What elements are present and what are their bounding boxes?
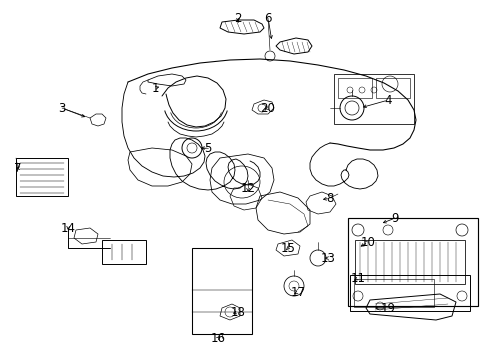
Bar [347,218,477,306]
Text: 12: 12 [240,181,255,194]
Text: 2: 2 [234,12,241,24]
Text: 5: 5 [204,141,211,154]
Text: 14: 14 [61,221,75,234]
Text: 16: 16 [210,332,225,345]
Bar [102,240,146,264]
Text: 15: 15 [280,242,295,255]
Text: 17: 17 [290,285,305,298]
Bar [16,158,68,196]
Text: 13: 13 [320,252,335,265]
Bar [353,279,433,307]
Bar [375,78,409,98]
Text: 3: 3 [58,102,65,114]
Text: 1: 1 [151,81,159,94]
Text: 20: 20 [260,102,275,114]
Bar [337,78,371,98]
Text: 18: 18 [230,306,245,319]
Text: 11: 11 [350,271,365,284]
Text: 4: 4 [384,94,391,107]
Text: 9: 9 [390,211,398,225]
Text: 8: 8 [325,192,333,204]
Bar [333,74,413,124]
Text: 19: 19 [380,302,395,315]
Bar [192,248,251,334]
Bar [354,240,464,284]
Text: 7: 7 [14,162,21,175]
Bar [349,275,469,311]
Text: 6: 6 [264,12,271,24]
Text: 10: 10 [360,235,375,248]
